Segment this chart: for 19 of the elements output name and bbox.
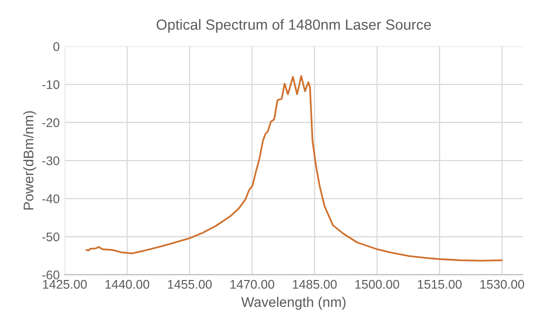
x-tick-label: 1470.00 <box>230 280 274 289</box>
x-tick-label: 1485.00 <box>292 280 337 289</box>
y-tick-label: -60 <box>42 270 60 280</box>
y-tick-label: -20 <box>42 118 60 128</box>
x-tick-label: 1530.00 <box>480 280 524 289</box>
y-tick-label: -50 <box>42 232 60 242</box>
line-series <box>86 75 503 262</box>
y-tick-label: -40 <box>42 194 60 204</box>
y-tick-label: -10 <box>42 80 60 90</box>
y-tick-label: -30 <box>42 156 60 166</box>
x-tick-label: 1425.00 <box>43 280 87 289</box>
x-tick-label: 1440.00 <box>106 280 150 289</box>
y-axis-title: Power(dBm/nm) <box>23 111 36 210</box>
x-tick-label: 1455.00 <box>168 280 212 289</box>
chart-title: Optical Spectrum of 1480nm Laser Source <box>156 19 431 33</box>
x-tick-label: 1515.00 <box>418 280 462 289</box>
x-axis-title: Wavelength (nm) <box>241 296 346 310</box>
x-tick-label: 1500.00 <box>355 280 400 289</box>
y-tick-label: 0 <box>53 42 60 51</box>
